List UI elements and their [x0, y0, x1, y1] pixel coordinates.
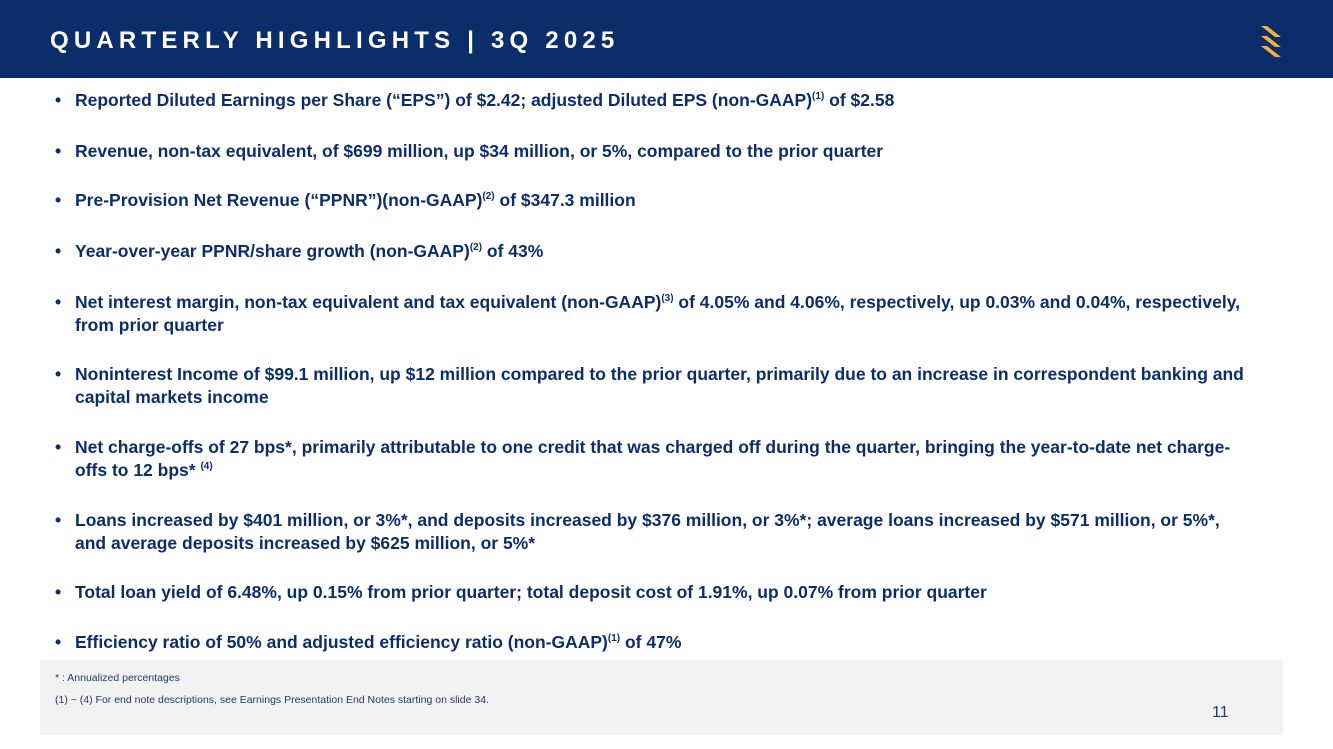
header-bar: QUARTERLY HIGHLIGHTS | 3Q 2025	[0, 0, 1333, 78]
highlight-item: • Revenue, non-tax equivalent, of $699 m…	[55, 140, 1255, 163]
highlight-text: Net charge-offs of 27 bps*, primarily at…	[75, 437, 1231, 480]
endnote-ref: (3)	[661, 293, 674, 304]
highlight-text: Noninterest Income of $99.1 million, up …	[75, 364, 1244, 407]
highlight-item: • Loans increased by $401 million, or 3%…	[55, 509, 1255, 555]
highlight-text: Net interest margin, non-tax equivalent …	[75, 292, 1240, 335]
highlight-text: Year-over-year PPNR/share growth (non-GA…	[75, 241, 544, 261]
page-number: 11	[1212, 704, 1229, 721]
highlight-item: • Year-over-year PPNR/share growth (non-…	[55, 240, 1255, 263]
logo-stroke-bottom-icon	[1261, 46, 1281, 57]
bullet-marker: •	[55, 141, 62, 161]
logo-stroke-middle-icon	[1261, 36, 1281, 47]
highlight-item: • Efficiency ratio of 50% and adjusted e…	[55, 631, 1255, 654]
bullet-marker: •	[55, 510, 62, 530]
highlight-text: Total loan yield of 6.48%, up 0.15% from…	[75, 582, 987, 602]
highlight-item: • Total loan yield of 6.48%, up 0.15% fr…	[55, 581, 1255, 604]
endnote-ref: (1)	[607, 633, 621, 644]
footnote-annualized: * : Annualized percentages	[55, 672, 180, 684]
highlight-text: Loans increased by $401 million, or 3%*,…	[75, 510, 1220, 553]
stylized-s-logo-icon	[1261, 26, 1281, 57]
highlight-item: • Reported Diluted Earnings per Share (“…	[55, 89, 1255, 112]
highlight-item: • Net interest margin, non-tax equivalen…	[55, 291, 1255, 337]
highlight-item: • Net charge-offs of 27 bps*, primarily …	[55, 436, 1255, 482]
logo-stroke-top-icon	[1261, 26, 1281, 37]
bullet-marker: •	[55, 241, 62, 261]
bullet-marker: •	[55, 292, 62, 312]
endnote-ref: (2)	[482, 191, 495, 202]
endnote-ref: (1)	[812, 91, 825, 102]
footnote-panel: * : Annualized percentages (1) ~ (4) For…	[40, 660, 1283, 735]
bullet-marker: •	[55, 190, 62, 210]
bullet-marker: •	[55, 582, 62, 602]
endnote-ref: (2)	[469, 242, 483, 253]
bullet-marker: •	[55, 364, 62, 384]
highlight-text: Pre-Provision Net Revenue (“PPNR”)(non-G…	[75, 190, 636, 210]
highlight-text: Reported Diluted Earnings per Share (“EP…	[75, 90, 895, 110]
highlight-text: Revenue, non-tax equivalent, of $699 mil…	[75, 141, 884, 161]
highlight-text: Efficiency ratio of 50% and adjusted eff…	[75, 632, 682, 652]
highlight-item: • Noninterest Income of $99.1 million, u…	[55, 363, 1255, 409]
footnote-end-notes: (1) ~ (4) For end note descriptions, see…	[55, 694, 489, 706]
bullet-marker: •	[55, 90, 62, 110]
endnote-ref: (4)	[200, 461, 213, 472]
slide-title: QUARTERLY HIGHLIGHTS | 3Q 2025	[50, 27, 620, 54]
highlight-item: • Pre-Provision Net Revenue (“PPNR”)(non…	[55, 189, 1255, 212]
bullet-marker: •	[55, 632, 62, 652]
bullet-marker: •	[55, 437, 62, 457]
